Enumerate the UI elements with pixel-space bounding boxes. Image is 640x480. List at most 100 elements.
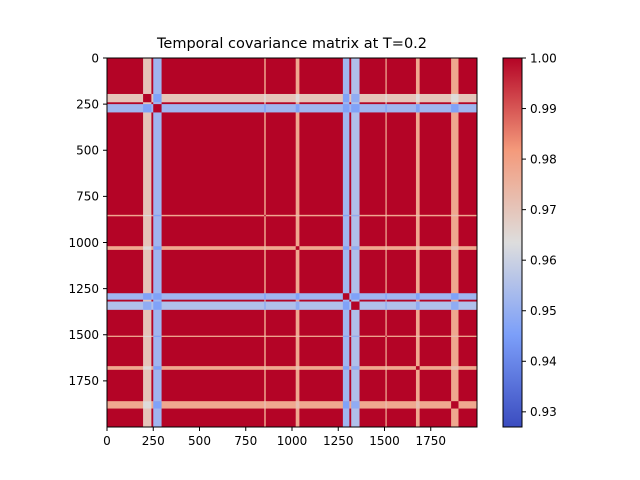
heatmap-cell xyxy=(153,401,162,409)
heatmap-column-band xyxy=(415,58,420,427)
heatmap-row-band xyxy=(107,214,477,217)
heatmap-cell xyxy=(415,301,420,310)
heatmap-cell xyxy=(385,401,387,409)
heatmap-diagonal-cell xyxy=(143,93,152,103)
heatmap-cell xyxy=(351,293,360,300)
y-tick-label: 1750 xyxy=(68,374,99,388)
heatmap-cell xyxy=(143,246,152,250)
heatmap-cell xyxy=(264,246,266,250)
heatmap-diagonal-cell xyxy=(295,246,300,250)
y-axis: 0 250 500 750 1000 1250 1500 1750 xyxy=(68,51,107,388)
heatmap-cell xyxy=(264,401,266,409)
heatmap-row-band xyxy=(107,335,477,337)
heatmap-cell xyxy=(342,366,350,370)
heatmap-cell xyxy=(295,104,300,113)
heatmap-cell xyxy=(415,401,420,409)
heatmap-column-band xyxy=(342,58,350,427)
heatmap-row-band xyxy=(107,401,477,409)
heatmap-cell xyxy=(153,366,162,370)
colorbar-tick-label: 0.98 xyxy=(530,152,557,166)
heatmap-cell xyxy=(264,335,266,337)
x-tick-label: 1500 xyxy=(369,434,400,448)
heatmap-cell xyxy=(415,214,420,217)
heatmap-cell xyxy=(143,366,152,370)
heatmap-diagonal-cell xyxy=(385,335,387,337)
heatmap-cell xyxy=(153,293,162,300)
heatmap-cell xyxy=(264,93,266,103)
heatmap-cell xyxy=(351,104,360,113)
y-tick-label: 250 xyxy=(76,97,99,111)
heatmap-cell xyxy=(143,335,152,337)
heatmap-column-band xyxy=(385,58,387,427)
heatmap-cell xyxy=(385,366,387,370)
heatmap-cell xyxy=(295,335,300,337)
heatmap-cell xyxy=(342,401,350,409)
heatmap-diagonal-cell xyxy=(351,301,360,310)
colorbar: 0.93 0.94 0.95 0.96 0.97 0.98 0.99 1.00 xyxy=(502,51,557,428)
heatmap-column-band xyxy=(451,58,459,427)
x-tick-label: 250 xyxy=(142,434,165,448)
colorbar-tick-label: 0.97 xyxy=(530,203,557,217)
heatmap-cell xyxy=(295,401,300,409)
heatmap-cell xyxy=(415,293,420,300)
y-tick-label: 750 xyxy=(76,190,99,204)
colorbar-gradient xyxy=(502,57,523,428)
heatmap-row-band xyxy=(107,104,477,113)
heatmap-cell xyxy=(264,104,266,113)
chart-title: Temporal covariance matrix at T=0.2 xyxy=(156,36,427,52)
heatmap-cell xyxy=(451,301,459,310)
y-tick-label: 1500 xyxy=(68,328,99,342)
heatmap-cell xyxy=(143,214,152,217)
x-tick-label: 750 xyxy=(234,434,257,448)
colorbar-tick-label: 0.93 xyxy=(530,405,557,419)
heatmap-cell xyxy=(351,335,360,337)
colorbar-tick-label: 0.96 xyxy=(530,253,557,267)
heatmap-diagonal-cell xyxy=(153,104,162,113)
heatmap-cell xyxy=(342,335,350,337)
heatmap-cell xyxy=(385,246,387,250)
heatmap-cell xyxy=(153,335,162,337)
heatmap-cell xyxy=(351,214,360,217)
heatmap-cell xyxy=(415,104,420,113)
heatmap-cell xyxy=(295,301,300,310)
heatmap-cell xyxy=(415,93,420,103)
heatmap-diagonal-cell xyxy=(451,401,459,409)
heatmap-cell xyxy=(153,93,162,103)
heatmap-cell xyxy=(342,301,350,310)
heatmap-column-band xyxy=(295,58,300,427)
heatmap-background xyxy=(107,58,477,427)
heatmap-cell xyxy=(351,401,360,409)
heatmap-cell xyxy=(295,214,300,217)
heatmap-cell xyxy=(351,366,360,370)
heatmap-cell xyxy=(295,293,300,300)
heatmap-cell xyxy=(153,214,162,217)
heatmap xyxy=(106,57,478,428)
colorbar-tick-label: 1.00 xyxy=(530,51,557,65)
heatmap-cell xyxy=(451,366,459,370)
heatmap-cell xyxy=(143,301,152,310)
heatmap-cell xyxy=(295,366,300,370)
heatmap-column-band xyxy=(264,58,266,427)
heatmap-cell xyxy=(451,293,459,300)
heatmap-column-band xyxy=(153,58,162,427)
y-tick-label: 1250 xyxy=(68,282,99,296)
heatmap-cell xyxy=(451,93,459,103)
heatmap-cell xyxy=(143,401,152,409)
heatmap-column-band xyxy=(351,58,360,427)
heatmap-cell xyxy=(451,335,459,337)
heatmap-column-band xyxy=(143,58,152,427)
x-tick-label: 1250 xyxy=(323,434,354,448)
heatmap-row-band xyxy=(107,301,477,310)
heatmap-cell xyxy=(342,104,350,113)
heatmap-diagonal-cell xyxy=(342,293,350,300)
heatmap-row-band xyxy=(107,366,477,370)
heatmap-diagonal-cell xyxy=(264,214,266,217)
x-tick-label: 0 xyxy=(103,434,111,448)
heatmap-cell xyxy=(415,335,420,337)
heatmap-row-band xyxy=(107,246,477,250)
heatmap-cell xyxy=(264,293,266,300)
x-axis: 0 250 500 750 1000 1250 1500 1750 xyxy=(103,427,446,448)
heatmap-cell xyxy=(451,246,459,250)
heatmap-cell xyxy=(143,293,152,300)
heatmap-cell xyxy=(385,104,387,113)
